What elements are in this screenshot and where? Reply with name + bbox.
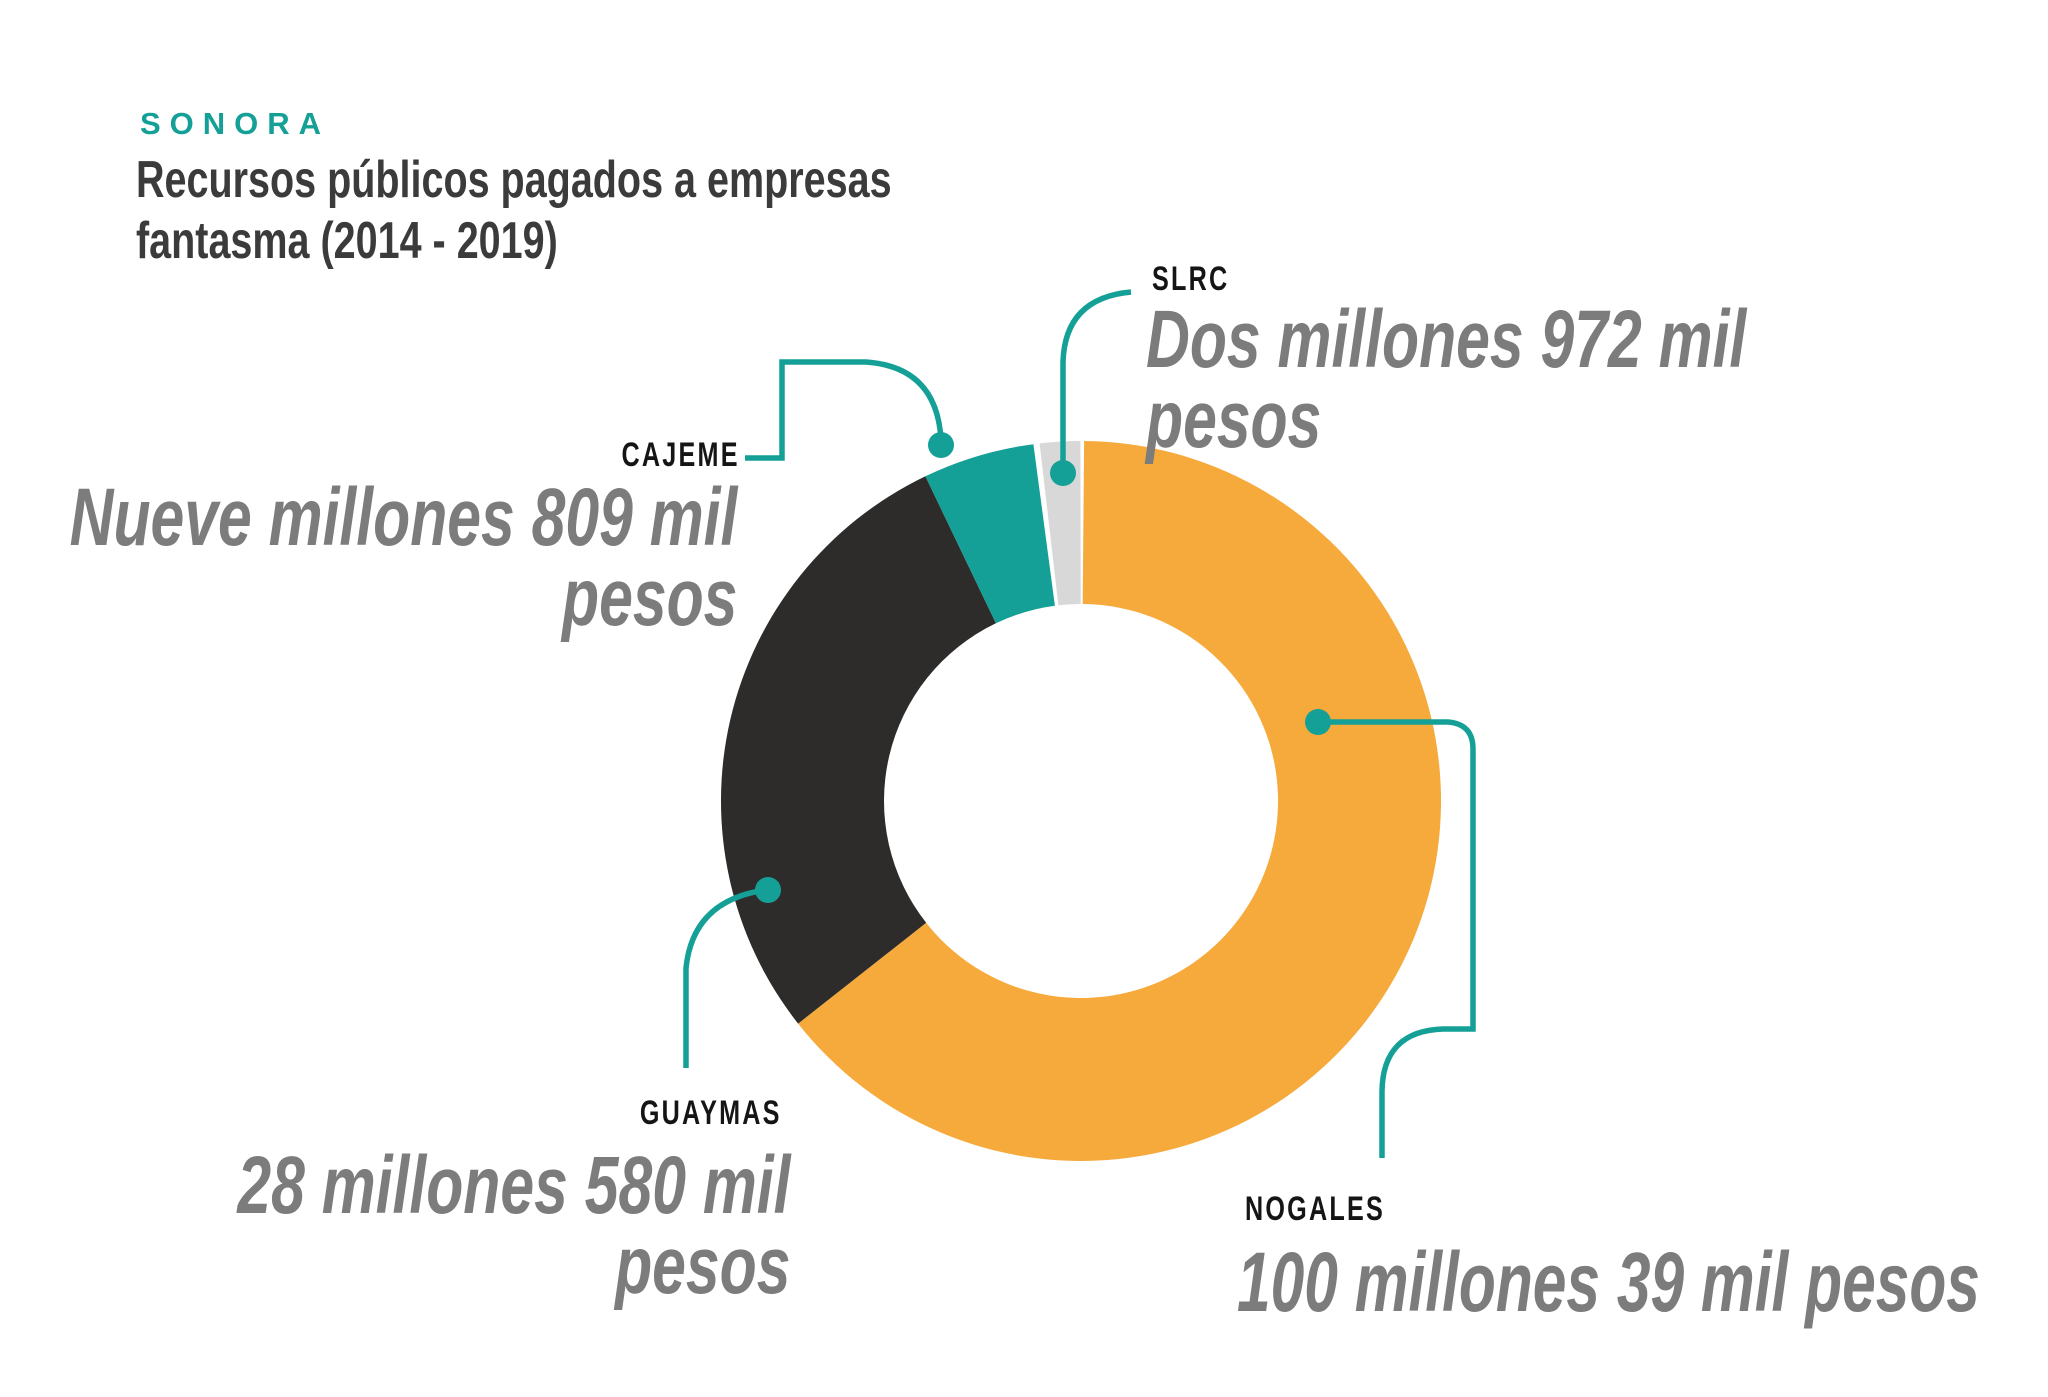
callout-value-cajeme: Nueve millones 809 mil pesos [69,472,737,643]
leader-dot-guaymas [755,877,781,903]
chart-title: Recursos públicos pagados a empresas fan… [136,150,892,272]
callout-value-nogales: 100 millones 39 mil pesos [1237,1235,1980,1329]
callout-value-slrc-line2: pesos [1146,373,1322,465]
leader-line-cajeme [745,359,944,461]
chart-title-line2: fantasma (2014 - 2019) [136,211,558,270]
leader-line-nogales [1318,719,1476,1158]
leader-line-guaymas [683,887,767,1068]
chart-title-line1: Recursos públicos pagados a empresas [136,151,892,209]
callout-value-cajeme-line2: pesos [561,551,737,643]
leader-dot-slrc [1050,460,1076,486]
callout-label-nogales: NOGALES [1245,1190,1385,1228]
callout-value-slrc-line1: Dos millones 972 mil [1146,294,1747,385]
leader-dot-nogales [1305,709,1331,735]
donut-slice-guaymas [720,476,996,1024]
callout-label-guaymas: GUAYMAS [640,1094,782,1132]
leader-line-slrc [1060,289,1132,470]
callout-value-guaymas-line1: 28 millones 580 mil [236,1140,790,1231]
callout-value-guaymas-line2: pesos [614,1219,790,1311]
region-kicker: SONORA [140,106,331,141]
donut-slice-nogales [798,441,1442,1161]
callout-value-guaymas: 28 millones 580 mil pesos [236,1140,790,1311]
callout-value-slrc: Dos millones 972 mil pesos [1146,294,1747,465]
callout-value-cajeme-line1: Nueve millones 809 mil [69,472,737,563]
callout-label-slrc: SLRC [1152,260,1230,298]
leader-dot-cajeme [928,432,954,458]
callout-value-nogales-line1: 100 millones 39 mil pesos [1237,1235,1980,1329]
donut-slice-cajeme [925,444,1055,624]
callout-label-cajeme: CAJEME [621,436,740,474]
